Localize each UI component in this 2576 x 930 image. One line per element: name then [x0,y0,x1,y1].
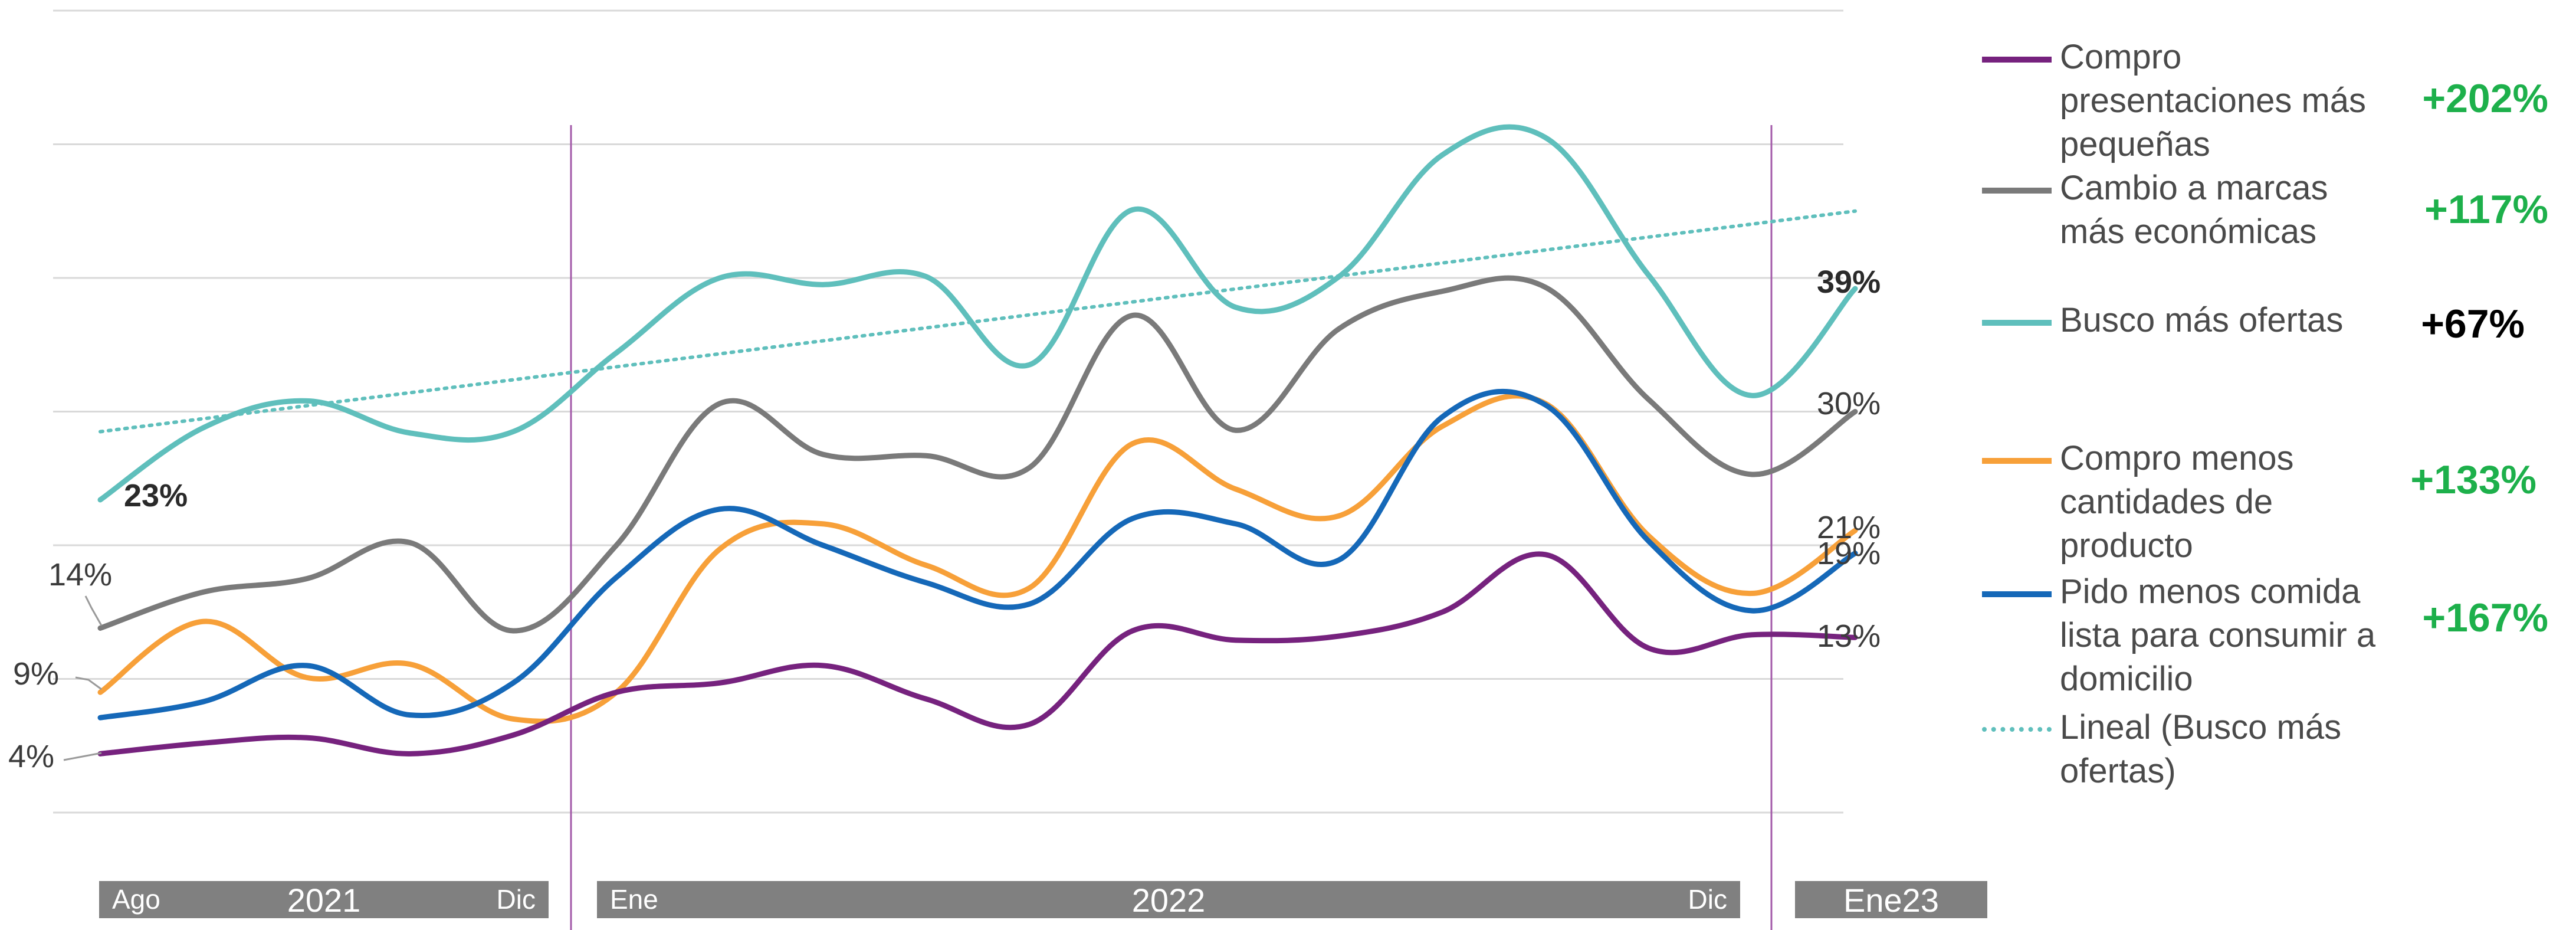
period-bands: 2021 Ago Dic 2022 Ene Dic Ene23 [99,881,1987,919]
legend-swatch [1982,458,2052,464]
series-line-2 [97,124,1858,503]
period-band-end: Dic [1688,884,1727,915]
trendline-busco-mas-ofertas [99,209,1857,434]
legend-label: Compro presentaciones más pequeñas [2060,38,2367,163]
period-band-label: Ene23 [1843,882,1939,919]
legend-swatch [1982,320,2052,326]
end-label-3: 21% [1817,510,1881,545]
start-label-1: 14% [48,557,112,592]
legend-swatch [1982,57,2052,63]
period-band-start: Ago [112,884,160,915]
end-label-2: 39% [1817,264,1881,300]
legend-label: Pido menos comida lista para consumir a … [2060,572,2376,698]
legend-change: +167% [2422,595,2548,640]
period-band-end: Dic [497,884,536,915]
leader-line [75,676,102,690]
period-band-start: Ene [610,884,658,915]
legend-change: +202% [2422,76,2548,121]
leader-line [84,595,103,626]
start-label-0: 4% [8,739,54,774]
period-band-1 [597,881,1740,918]
legend-change: +67% [2421,302,2525,346]
trendline [99,209,1857,434]
end-label-0: 13% [1817,618,1881,654]
start-label-3: 9% [13,656,59,692]
series-line-1 [97,275,1858,634]
legend-label: Compro menos cantidades de producto [2060,439,2294,565]
series-lines [97,124,1858,757]
series-line-4 [97,388,1858,721]
legend-change: +133% [2410,457,2536,502]
legend-swatch [1982,727,2052,732]
legend-label: Cambio a marcas más económicas [2060,169,2328,251]
leader-line [63,752,102,761]
period-dividers [570,125,1773,930]
legend-label: Busco más ofertas [2060,301,2344,339]
period-band-2 [1795,881,1987,918]
gridlines [53,9,1843,814]
start-label-2: 23% [124,478,188,513]
end-label-1: 30% [1817,386,1881,421]
data-labels: 13% 30% 39% 21%19% 23% 14% 9% 4% [8,264,1881,774]
series-line-3 [97,393,1858,724]
legend-change: +117% [2424,187,2548,232]
period-band-label: 2021 [287,882,361,919]
end-label-4: 19% [1817,536,1881,571]
period-band-label: 2022 [1132,882,1206,919]
legend-swatch [1982,188,2052,194]
period-band-0 [99,881,549,918]
legend-label: Lineal (Busco más ofertas) [2060,708,2342,790]
legend-swatch [1982,591,2052,597]
series-line-0 [97,551,1858,757]
